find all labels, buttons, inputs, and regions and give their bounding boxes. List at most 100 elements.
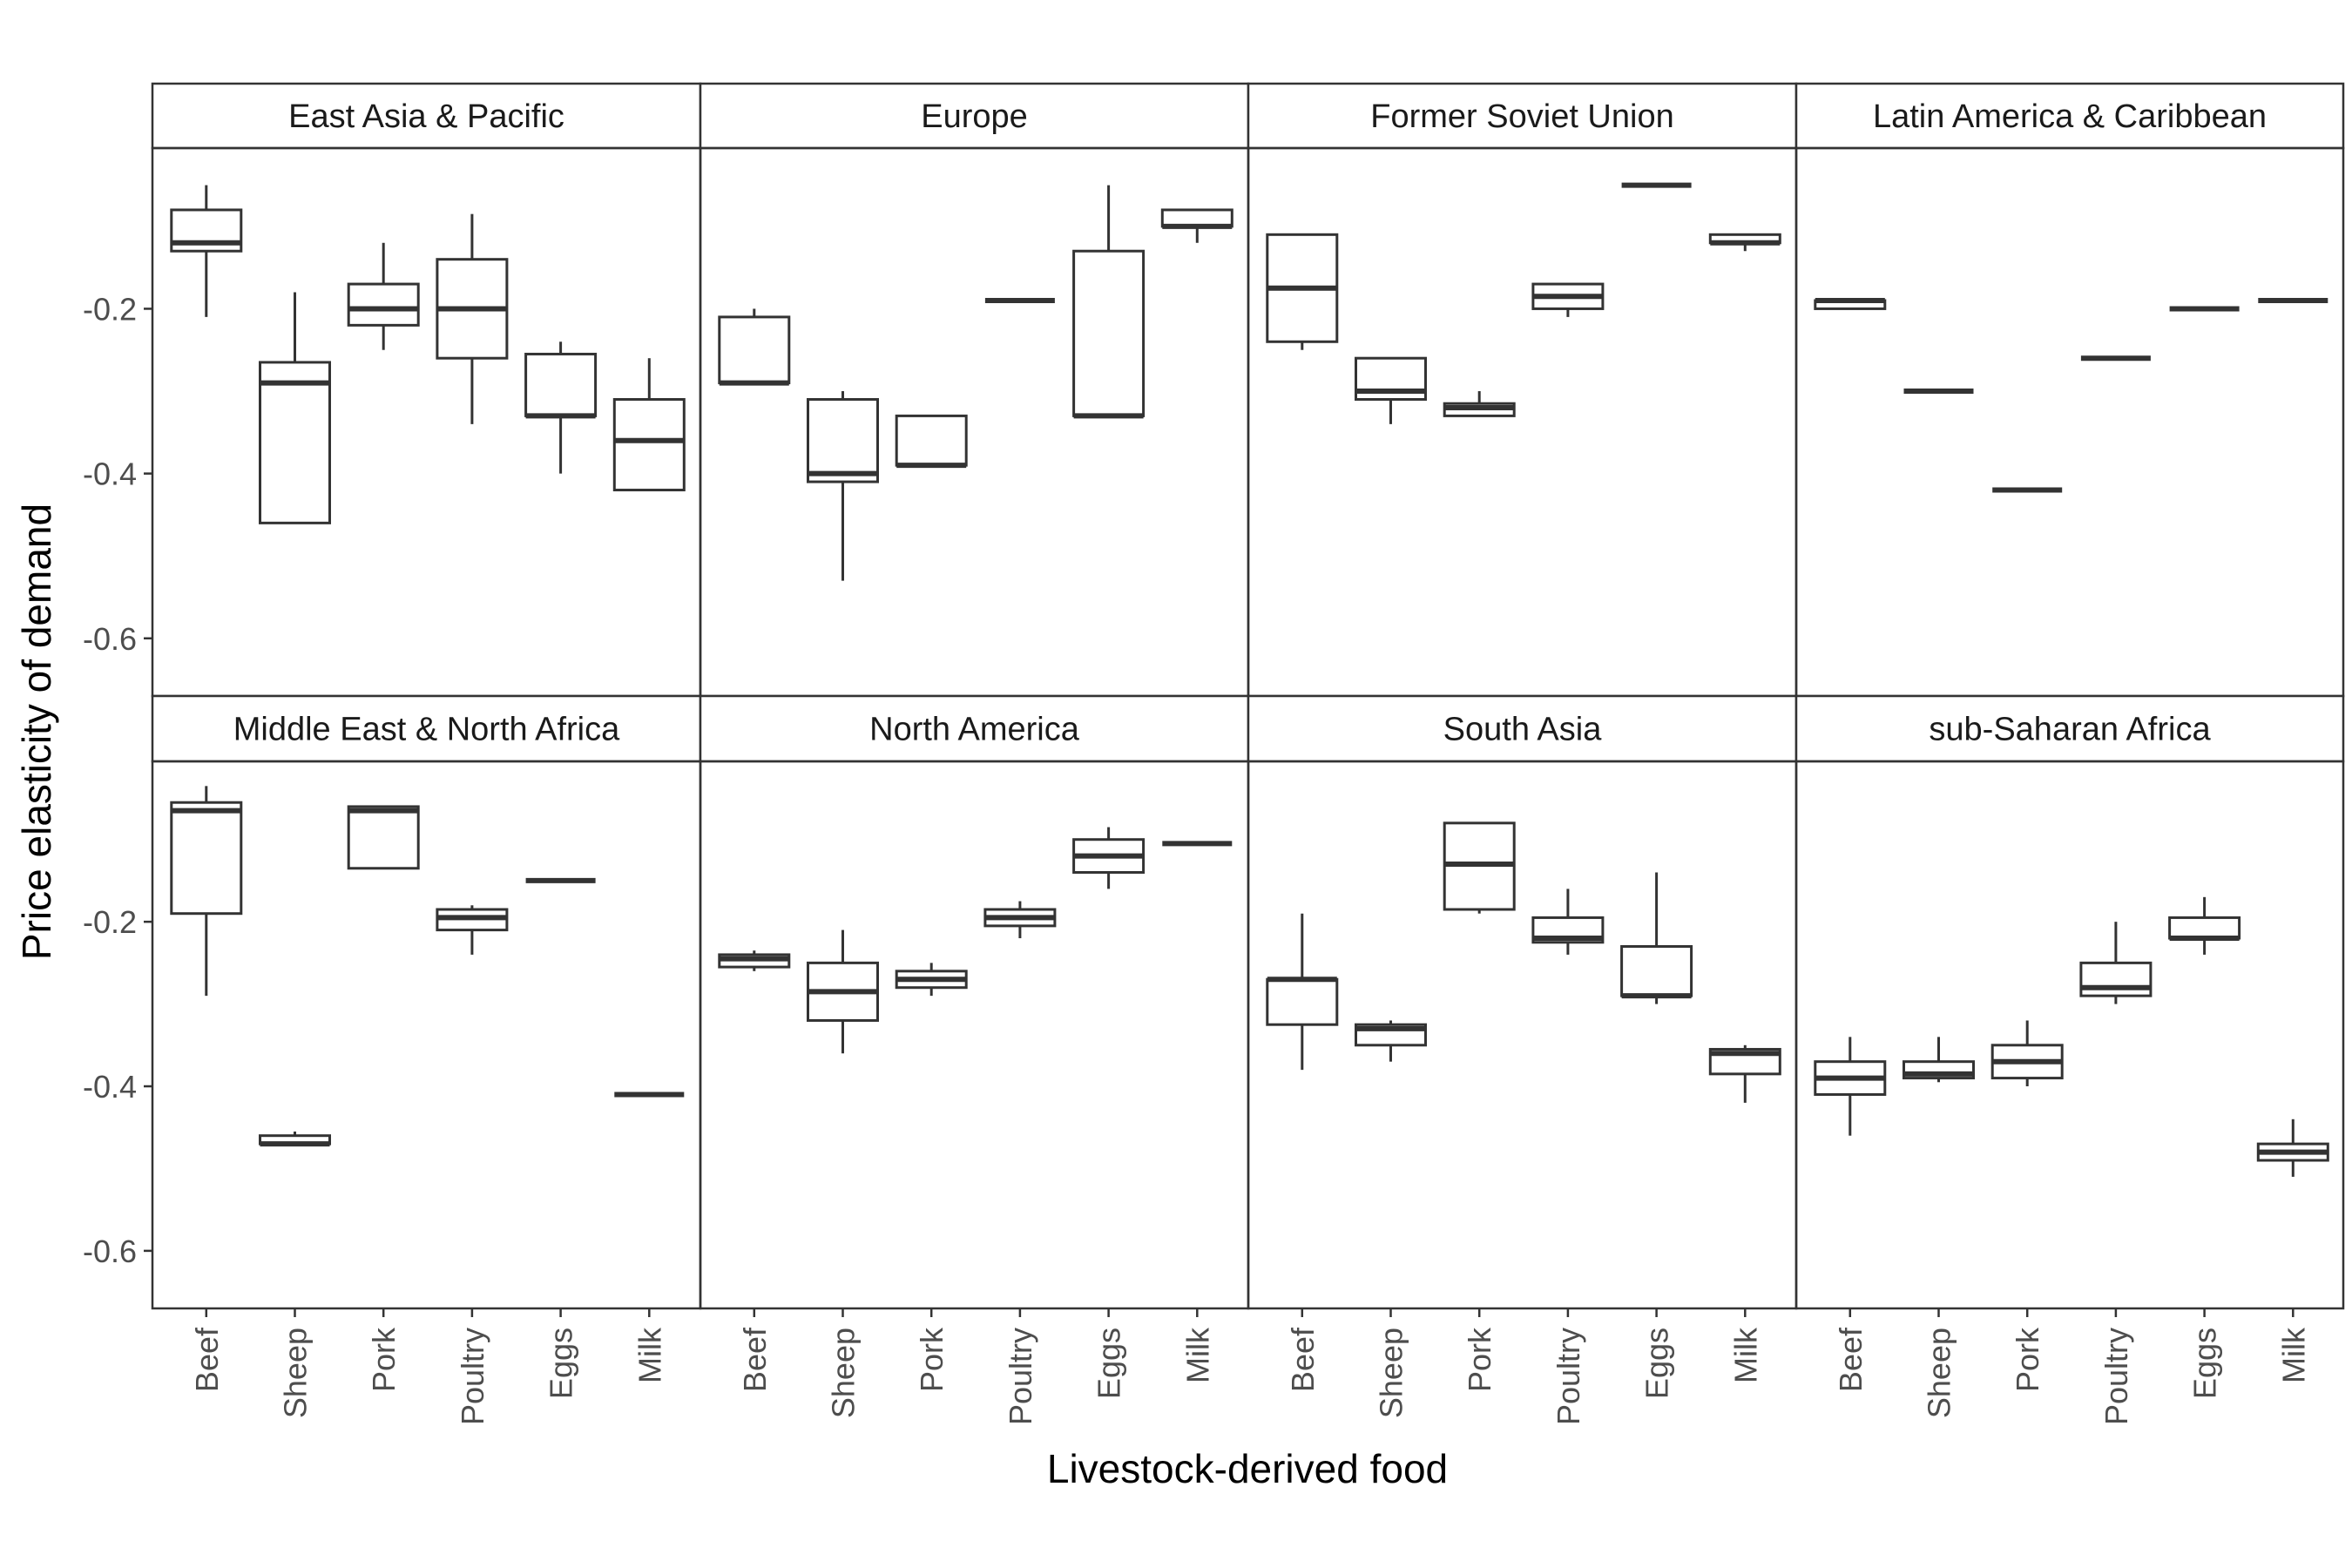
- x-tick-label-pork: Pork: [2010, 1327, 2045, 1392]
- box-sub-saharan-africa-pork: [1990, 1020, 2064, 1087]
- panel-europe: Europe: [699, 82, 1250, 698]
- box-sub-saharan-africa-milk: [2256, 1119, 2329, 1177]
- x-tick-label-pork: Pork: [366, 1327, 402, 1392]
- box-sub-saharan-africa-eggs: [2168, 896, 2241, 955]
- box-east-asia-and-pacific-pork: [347, 242, 420, 350]
- box-middle-east-and-north-africa-sheep: [259, 1131, 331, 1147]
- y-tick-label: -0.2: [83, 904, 137, 940]
- panel-former-soviet-union: Former Soviet Union: [1247, 82, 1798, 698]
- box-south-asia-eggs: [1620, 872, 1693, 1004]
- x-tick-label-sheep: Sheep: [1374, 1328, 1409, 1418]
- y-tick-label: -0.4: [83, 456, 137, 492]
- y-tick-label: -0.2: [83, 291, 137, 327]
- strip-title: Latin America & Caribbean: [1873, 98, 2267, 135]
- strip-title: Middle East & North Africa: [233, 712, 620, 748]
- x-tick-label-poultry: Poultry: [455, 1328, 490, 1425]
- y-tick-label: -0.4: [83, 1069, 137, 1105]
- x-tick-label-beef: Beef: [1833, 1327, 1869, 1392]
- box-sub-saharan-africa-poultry: [2079, 922, 2153, 1004]
- box-south-asia-poultry: [1531, 889, 1605, 955]
- box-south-asia-beef: [1266, 913, 1339, 1071]
- y-axis-title: Price elasticity of demand: [14, 504, 59, 960]
- box-europe-eggs: [1072, 185, 1146, 419]
- box-south-asia-milk: [1708, 1044, 1781, 1103]
- box-iqr: [259, 361, 331, 524]
- x-tick-label-beef: Beef: [189, 1327, 225, 1392]
- box-middle-east-and-north-africa-beef: [170, 786, 243, 997]
- x-axis-title: Livestock-derived food: [1047, 1446, 1448, 1491]
- x-tick-label-eggs: Eggs: [1092, 1328, 1127, 1399]
- box-iqr: [170, 801, 243, 916]
- strip-background: [1247, 694, 1798, 763]
- x-tick-label-eggs: Eggs: [1639, 1328, 1675, 1399]
- panel-sub-saharan-africa: sub-Saharan Africa: [1794, 694, 2345, 1310]
- panel-latin-america-and-caribbean: Latin America & Caribbean: [1794, 82, 2345, 698]
- box-iqr: [1266, 977, 1339, 1026]
- x-tick-label-poultry: Poultry: [2099, 1328, 2134, 1425]
- x-tick-label-milk: Milk: [632, 1327, 667, 1383]
- strip-title: Former Soviet Union: [1370, 98, 1673, 135]
- box-south-asia-pork: [1443, 821, 1516, 914]
- strip-background: [699, 694, 1250, 763]
- box-iqr: [2079, 961, 2153, 997]
- box-iqr: [718, 315, 791, 385]
- x-tick-label-poultry: Poultry: [1551, 1328, 1586, 1425]
- box-europe-beef: [718, 308, 791, 386]
- panel-south-asia: South Asia: [1247, 694, 1798, 1310]
- x-tick-label-beef: Beef: [1285, 1327, 1321, 1392]
- box-former-soviet-union-milk: [1708, 233, 1781, 252]
- panel-north-america: North America: [699, 694, 1250, 1310]
- strip-background: [1794, 694, 2345, 763]
- x-tick-label-milk: Milk: [1727, 1327, 1763, 1383]
- box-iqr: [895, 414, 968, 467]
- strip-title: East Asia & Pacific: [288, 98, 564, 135]
- box-north-america-poultry: [983, 901, 1057, 939]
- box-iqr: [2168, 916, 2241, 940]
- x-tick-label-eggs: Eggs: [2187, 1328, 2223, 1399]
- box-former-soviet-union-sheep: [1355, 356, 1427, 424]
- x-tick-label-sheep: Sheep: [826, 1328, 862, 1418]
- strip-background: [699, 82, 1250, 150]
- box-iqr: [612, 397, 686, 492]
- box-north-america-beef: [718, 950, 791, 971]
- strip-title: South Asia: [1443, 712, 1603, 748]
- x-tick-label-poultry: Poultry: [1003, 1328, 1038, 1425]
- box-europe-sheep: [807, 391, 879, 581]
- box-iqr: [1620, 944, 1693, 997]
- box-north-america-eggs: [1072, 827, 1146, 889]
- box-east-asia-and-pacific-poultry: [436, 213, 509, 424]
- x-tick-label-pork: Pork: [914, 1327, 950, 1392]
- y-tick-label: -0.6: [83, 1233, 137, 1269]
- x-tick-label-milk: Milk: [1179, 1327, 1215, 1383]
- x-tick-label-sheep: Sheep: [1922, 1328, 1957, 1418]
- box-iqr: [807, 397, 879, 483]
- box-iqr: [347, 805, 420, 870]
- box-middle-east-and-north-africa-poultry: [436, 905, 509, 955]
- box-east-asia-and-pacific-beef: [170, 185, 243, 317]
- strip-title: Europe: [921, 98, 1028, 135]
- panel-east-asia-and-pacific: East Asia & Pacific: [151, 82, 702, 698]
- x-tick-label-eggs: Eggs: [544, 1328, 579, 1399]
- y-tick-label: -0.6: [83, 621, 137, 657]
- box-former-soviet-union-beef: [1266, 233, 1339, 350]
- box-iqr: [1072, 249, 1146, 417]
- y-axis: -0.2 -0.4 -0.6 -0.2 -0.4 -0.6: [83, 291, 152, 1269]
- strip-title: sub-Saharan Africa: [1929, 712, 2211, 748]
- box-north-america-sheep: [807, 929, 879, 1054]
- x-tick-label-beef: Beef: [737, 1327, 773, 1392]
- facet-panels: East Asia & Pacific Europe Former Soviet U…: [151, 82, 2345, 1310]
- strip-title: North America: [869, 712, 1080, 748]
- box-sub-saharan-africa-beef: [1814, 1037, 1887, 1136]
- strip-background: [1794, 82, 2345, 150]
- box-middle-east-and-north-africa-pork: [347, 805, 420, 870]
- box-europe-pork: [895, 414, 968, 469]
- box-iqr: [524, 352, 598, 417]
- box-former-soviet-union-pork: [1443, 391, 1516, 417]
- panel-border: [1794, 760, 2345, 1310]
- box-north-america-pork: [895, 963, 968, 997]
- box-former-soviet-union-poultry: [1531, 282, 1605, 317]
- box-latin-america-and-caribbean-beef: [1814, 297, 1887, 310]
- box-east-asia-and-pacific-milk: [612, 358, 686, 492]
